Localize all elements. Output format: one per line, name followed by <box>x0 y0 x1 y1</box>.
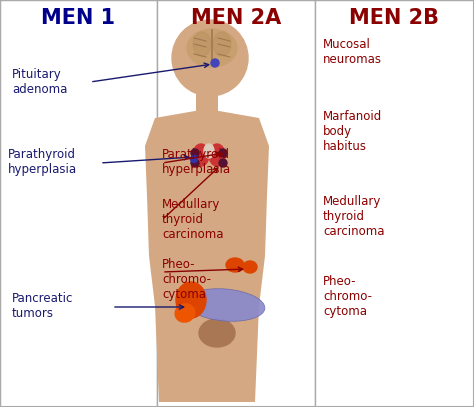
Ellipse shape <box>175 304 195 322</box>
Text: Parathyroid
hyperplasia: Parathyroid hyperplasia <box>162 148 231 176</box>
Text: Parathyroid
hyperplasia: Parathyroid hyperplasia <box>8 148 77 176</box>
Bar <box>315 0 474 407</box>
Circle shape <box>191 159 199 167</box>
Text: Pancreatic
tumors: Pancreatic tumors <box>12 292 73 320</box>
Text: Medullary
thyroid
carcinoma: Medullary thyroid carcinoma <box>323 195 384 238</box>
Ellipse shape <box>209 144 225 166</box>
Text: Mucosal
neuromas: Mucosal neuromas <box>323 38 382 66</box>
Text: MEN 2B: MEN 2B <box>349 8 439 28</box>
Ellipse shape <box>226 258 244 272</box>
Circle shape <box>219 159 227 167</box>
Ellipse shape <box>193 32 211 56</box>
Text: Pheo-
chromo-
cytoma: Pheo- chromo- cytoma <box>162 258 211 301</box>
Ellipse shape <box>213 32 231 56</box>
Polygon shape <box>145 111 269 402</box>
Circle shape <box>219 149 227 157</box>
Ellipse shape <box>193 144 209 166</box>
Ellipse shape <box>199 319 235 347</box>
Circle shape <box>191 155 198 162</box>
Text: Pituitary
adenoma: Pituitary adenoma <box>12 68 67 96</box>
Text: Medullary
thyroid
carcinoma: Medullary thyroid carcinoma <box>162 198 224 241</box>
Ellipse shape <box>185 289 265 321</box>
Circle shape <box>191 149 199 157</box>
Circle shape <box>211 59 219 67</box>
Text: Marfanoid
body
habitus: Marfanoid body habitus <box>323 110 382 153</box>
Ellipse shape <box>243 261 257 273</box>
Text: Pheo-
chromo-
cytoma: Pheo- chromo- cytoma <box>323 275 372 318</box>
Bar <box>0 0 157 407</box>
Ellipse shape <box>176 282 206 318</box>
Bar <box>196 92 218 114</box>
Ellipse shape <box>204 144 214 158</box>
Ellipse shape <box>187 29 237 67</box>
Text: MEN 1: MEN 1 <box>41 8 116 28</box>
Bar <box>157 0 315 407</box>
Text: MEN 2A: MEN 2A <box>191 8 281 28</box>
Circle shape <box>172 20 248 96</box>
